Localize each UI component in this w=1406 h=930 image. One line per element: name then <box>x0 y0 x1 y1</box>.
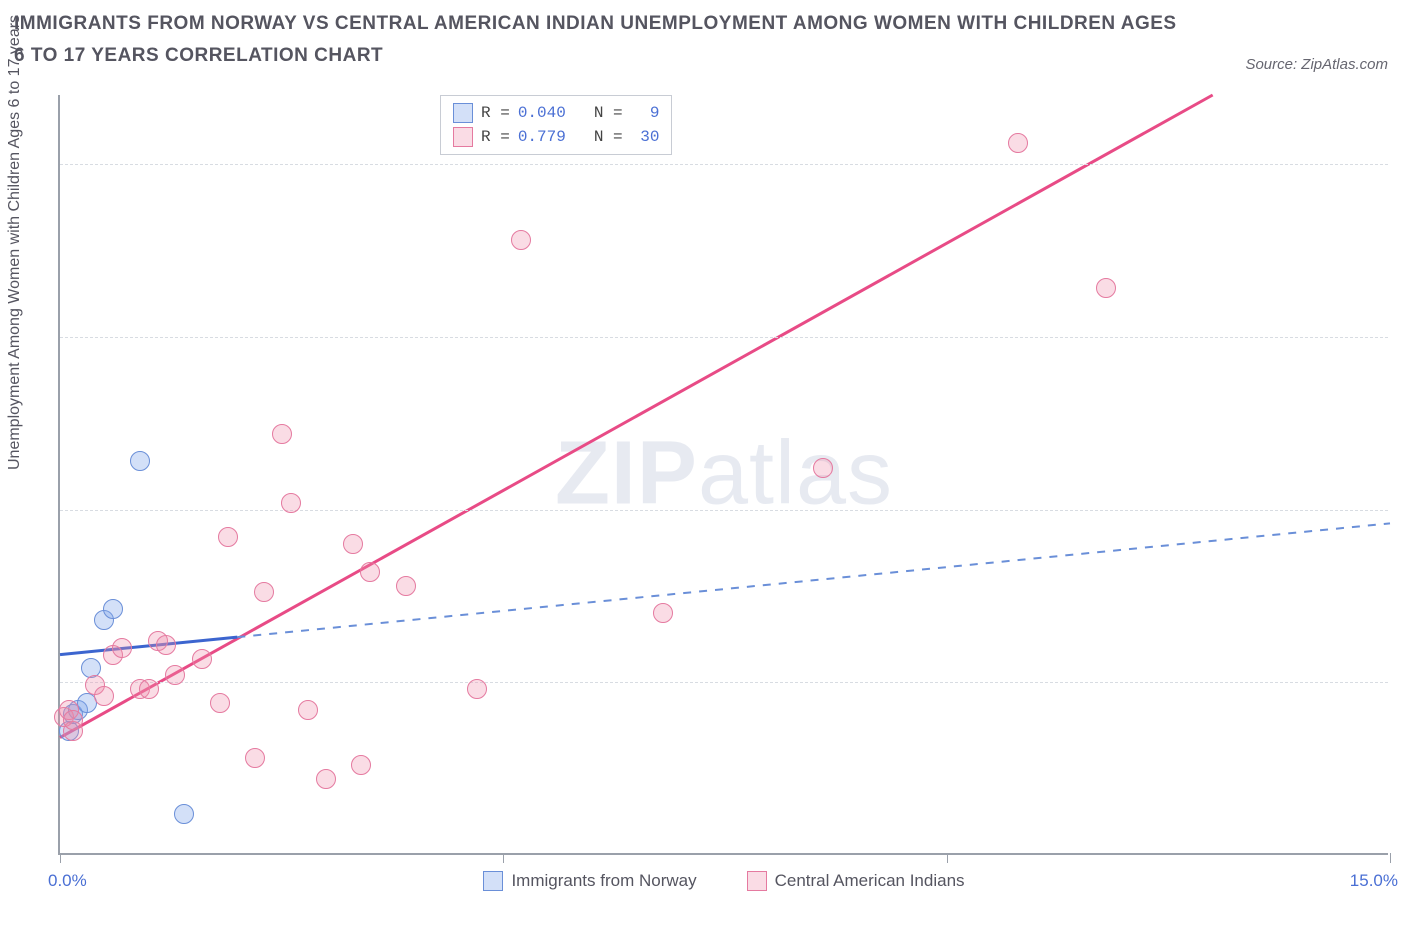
legend-swatch <box>453 127 473 147</box>
plot-area: ZIPatlas R =0.040N = 9R =0.779N = 30 12.… <box>58 95 1388 855</box>
data-point <box>467 679 487 699</box>
legend-series: Immigrants from Norway Central American I… <box>60 871 1388 891</box>
watermark-bold: ZIP <box>555 424 698 524</box>
gridline <box>60 510 1388 511</box>
data-point <box>360 562 380 582</box>
gridline <box>60 337 1388 338</box>
data-point <box>192 649 212 669</box>
data-point <box>1008 133 1028 153</box>
data-point <box>316 769 336 789</box>
gridline <box>60 164 1388 165</box>
legend-item: Central American Indians <box>747 871 965 891</box>
data-point <box>254 582 274 602</box>
r-value: 0.779 <box>518 128 566 146</box>
data-point <box>103 599 123 619</box>
data-point <box>281 493 301 513</box>
data-point <box>1096 278 1116 298</box>
n-value: 30 <box>631 128 660 146</box>
data-point <box>174 804 194 824</box>
data-point <box>813 458 833 478</box>
data-point <box>156 635 176 655</box>
data-point <box>165 665 185 685</box>
legend-stat-row: R = 0.779 N = 30 <box>453 125 659 149</box>
chart-title: IMMIGRANTS FROM NORWAY VS CENTRAL AMERIC… <box>14 8 1186 73</box>
data-point <box>130 451 150 471</box>
data-point <box>351 755 371 775</box>
trend-lines <box>60 95 1388 853</box>
x-tick <box>503 853 504 863</box>
legend-label: Central American Indians <box>775 871 965 891</box>
data-point <box>272 424 292 444</box>
data-point <box>396 576 416 596</box>
x-tick <box>947 853 948 863</box>
data-point <box>511 230 531 250</box>
n-label: N = <box>594 128 623 146</box>
legend-item: Immigrants from Norway <box>483 871 696 891</box>
data-point <box>63 710 83 730</box>
r-label: R = <box>481 104 510 122</box>
legend-stat-row: R = 0.040 N = 9 <box>453 101 659 125</box>
legend-stats: R = 0.040 N = 9 R = 0.779 N = 30 <box>440 95 672 155</box>
n-label: N = <box>594 104 623 122</box>
x-tick <box>60 853 61 863</box>
gridline <box>60 682 1388 683</box>
data-point <box>210 693 230 713</box>
data-point <box>653 603 673 623</box>
watermark-light: atlas <box>698 424 893 524</box>
chart-source: Source: ZipAtlas.com <box>1245 56 1388 73</box>
data-point <box>245 748 265 768</box>
y-axis-label: Unemployment Among Women with Children A… <box>6 15 24 470</box>
legend-swatch <box>747 871 767 891</box>
data-point <box>112 638 132 658</box>
data-point <box>94 686 114 706</box>
data-point <box>139 679 159 699</box>
data-point <box>343 534 363 554</box>
data-point <box>218 527 238 547</box>
r-label: R = <box>481 128 510 146</box>
legend-label: Immigrants from Norway <box>511 871 696 891</box>
legend-swatch <box>453 103 473 123</box>
r-value: 0.040 <box>518 104 566 122</box>
data-point <box>298 700 318 720</box>
x-tick <box>1390 853 1391 863</box>
legend-swatch <box>483 871 503 891</box>
n-value: 9 <box>631 104 660 122</box>
